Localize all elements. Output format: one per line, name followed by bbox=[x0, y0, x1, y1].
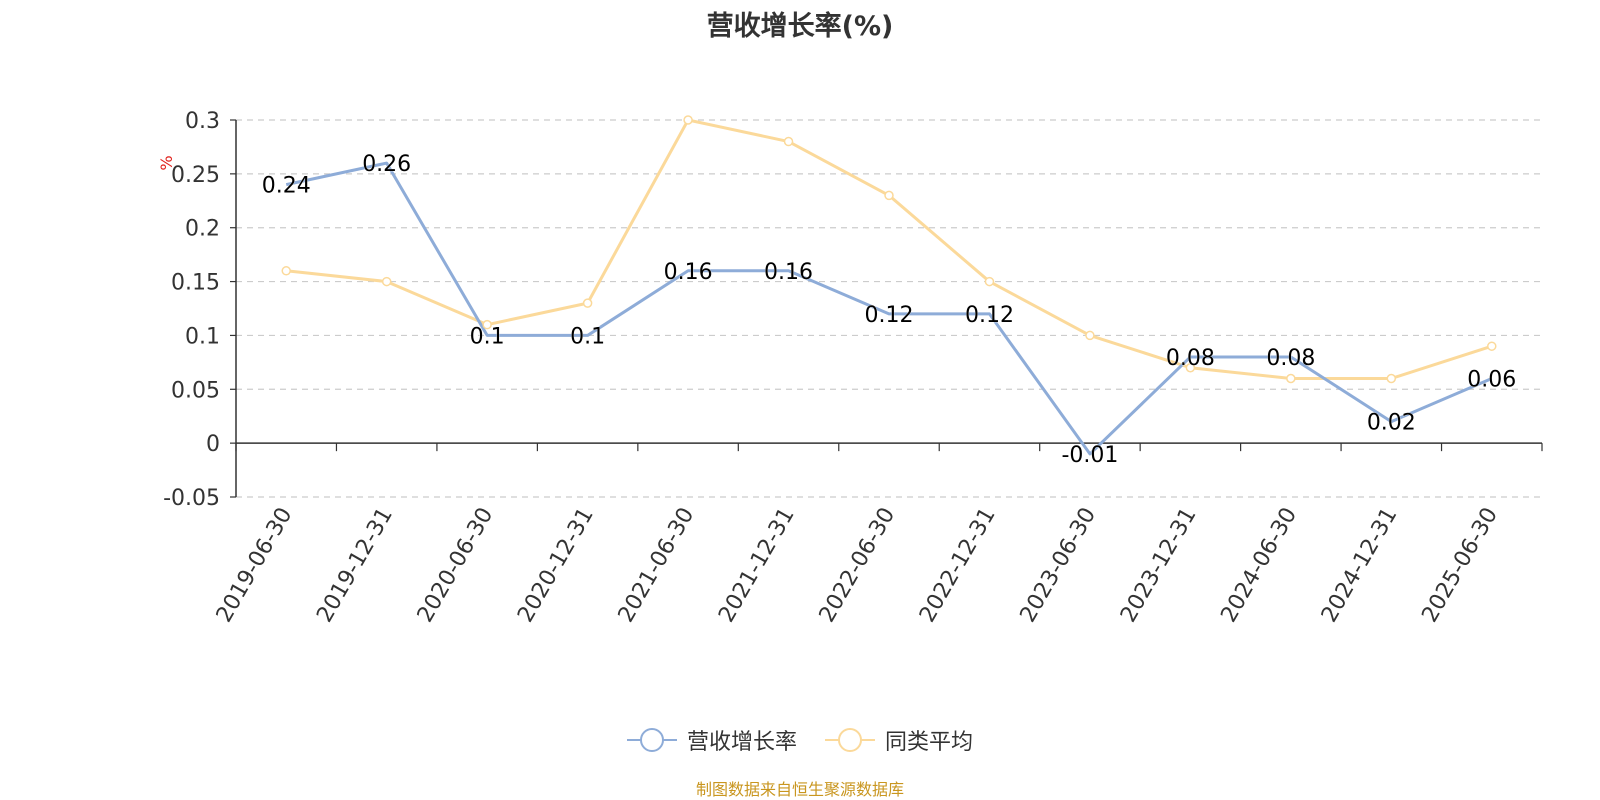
data-label: 0.08 bbox=[1266, 346, 1315, 371]
x-tick-label: 2023-06-30 bbox=[1016, 504, 1102, 627]
x-tick-label: 2019-06-30 bbox=[212, 504, 298, 627]
data-label: 0.26 bbox=[362, 152, 411, 177]
legend-label: 营收增长率 bbox=[686, 730, 797, 755]
data-labels: 0.24 0.26 0.1 0.1 0.16 0.16 0.12 0.12 -0.01 0.08 0… bbox=[261, 152, 1516, 468]
data-point-series-2 bbox=[884, 190, 894, 201]
axes: -0.05 0 0.05 0.1 0.15 0.2 0.25 0.3 2019-06-30 201… bbox=[163, 109, 1543, 627]
data-point-series-2 bbox=[783, 136, 794, 147]
data-point-series-2 bbox=[683, 115, 693, 125]
legend: 营收增长率 同类平均 bbox=[0, 722, 1600, 758]
x-tick-label: 2021-06-30 bbox=[614, 504, 700, 627]
data-point-series-2 bbox=[482, 319, 492, 330]
data-label: 0.12 bbox=[965, 303, 1014, 328]
data-point-series-2 bbox=[984, 276, 995, 287]
legend-item-series-2[interactable]: 同类平均 bbox=[825, 724, 973, 756]
legend-label: 同类平均 bbox=[885, 730, 974, 755]
y-tick-label: 0 bbox=[206, 432, 220, 457]
x-tick-label: 2024-06-30 bbox=[1216, 504, 1302, 627]
data-label: 0.24 bbox=[262, 174, 311, 199]
data-point-series-2 bbox=[1386, 373, 1397, 384]
data-label: 0.02 bbox=[1367, 411, 1416, 436]
data-point-series-2 bbox=[1487, 341, 1497, 351]
y-tick-label: 0.2 bbox=[185, 217, 220, 242]
data-point-series-2 bbox=[1185, 362, 1196, 373]
series-line-1 bbox=[285, 161, 1493, 456]
data-point-series-2 bbox=[1286, 373, 1296, 384]
data-points bbox=[281, 115, 1497, 384]
data-label: 0.16 bbox=[664, 260, 713, 285]
data-point-series-2 bbox=[1085, 330, 1095, 341]
data-label: -0.01 bbox=[1061, 443, 1118, 468]
series-line-2 bbox=[286, 118, 1493, 381]
y-tick-label: 0.15 bbox=[171, 271, 220, 296]
y-tick-label: -0.05 bbox=[163, 486, 220, 511]
y-axis-unit-label: % bbox=[157, 155, 176, 170]
x-tick-label: 2023-12-31 bbox=[1116, 504, 1202, 627]
y-tick-label: 0.1 bbox=[185, 324, 220, 349]
y-tick-label: 0.25 bbox=[171, 163, 220, 188]
grid-lines bbox=[236, 119, 1542, 498]
data-label: 0.1 bbox=[570, 324, 605, 349]
legend-marker-icon bbox=[825, 727, 875, 753]
data-label: 0.1 bbox=[470, 324, 505, 349]
x-tick-label: 2024-12-31 bbox=[1317, 504, 1403, 627]
data-point-series-2 bbox=[281, 266, 291, 276]
data-source-note: 制图数据来自恒生聚源数据库 bbox=[695, 780, 904, 799]
y-tick-label: 0.3 bbox=[185, 109, 220, 134]
chart-title: 营收增长率(%) bbox=[706, 11, 894, 42]
data-point-series-2 bbox=[381, 276, 392, 287]
data-point-series-2 bbox=[582, 298, 593, 308]
x-tick-label: 2020-06-30 bbox=[413, 503, 499, 626]
legend-item-series-1[interactable]: 营收增长率 bbox=[626, 724, 797, 756]
x-tick-label: 2022-12-31 bbox=[915, 504, 1001, 627]
x-tick-label: 2021-12-31 bbox=[714, 504, 800, 627]
x-tick-label: 2022-06-30 bbox=[815, 504, 901, 627]
series-lines bbox=[285, 118, 1493, 456]
x-tick-label: 2025-06-30 bbox=[1417, 504, 1503, 627]
x-tick-label: 2020-12-31 bbox=[513, 504, 599, 627]
data-label: 0.12 bbox=[865, 303, 914, 328]
x-tick-label: 2019-12-31 bbox=[312, 504, 398, 627]
legend-marker-icon bbox=[626, 727, 677, 753]
data-label: 0.08 bbox=[1166, 346, 1215, 371]
data-label: 0.16 bbox=[764, 260, 813, 285]
data-label: 0.06 bbox=[1467, 368, 1516, 393]
y-tick-label: 0.05 bbox=[171, 378, 220, 403]
